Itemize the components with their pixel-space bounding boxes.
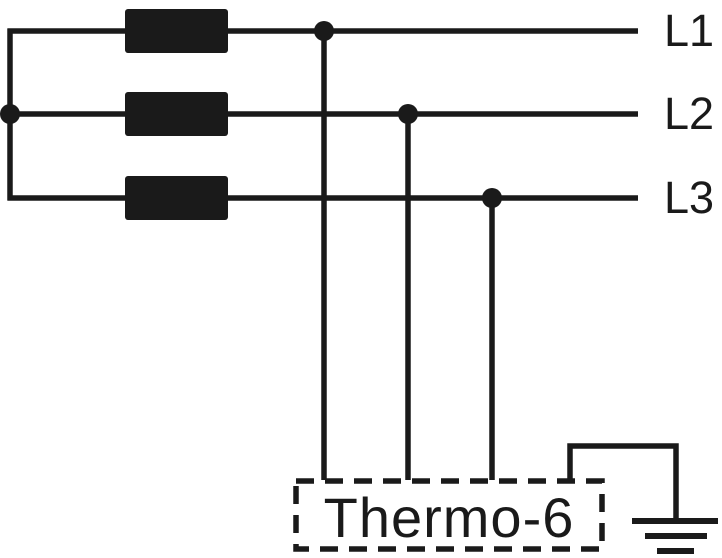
device-box [293,478,605,552]
phase-label-l1: L1 [664,5,714,56]
fuse-icon-l3 [125,176,228,220]
junction-dot-icon-l2 [398,104,418,124]
phase-label-l3: L3 [664,172,714,223]
junction-dot-icon-l3 [482,188,502,208]
ground-wire [567,443,679,520]
fuse-icon-l2 [125,92,228,136]
junction-dot-icon-l1 [314,21,334,41]
earth-ground-icon [632,518,718,554]
device-label: Thermo-6 [324,486,575,549]
junction-dot-icon-bus-l2 [0,104,20,124]
phase-label-l2: L2 [664,88,714,139]
fuse-icon-l1 [125,9,228,53]
